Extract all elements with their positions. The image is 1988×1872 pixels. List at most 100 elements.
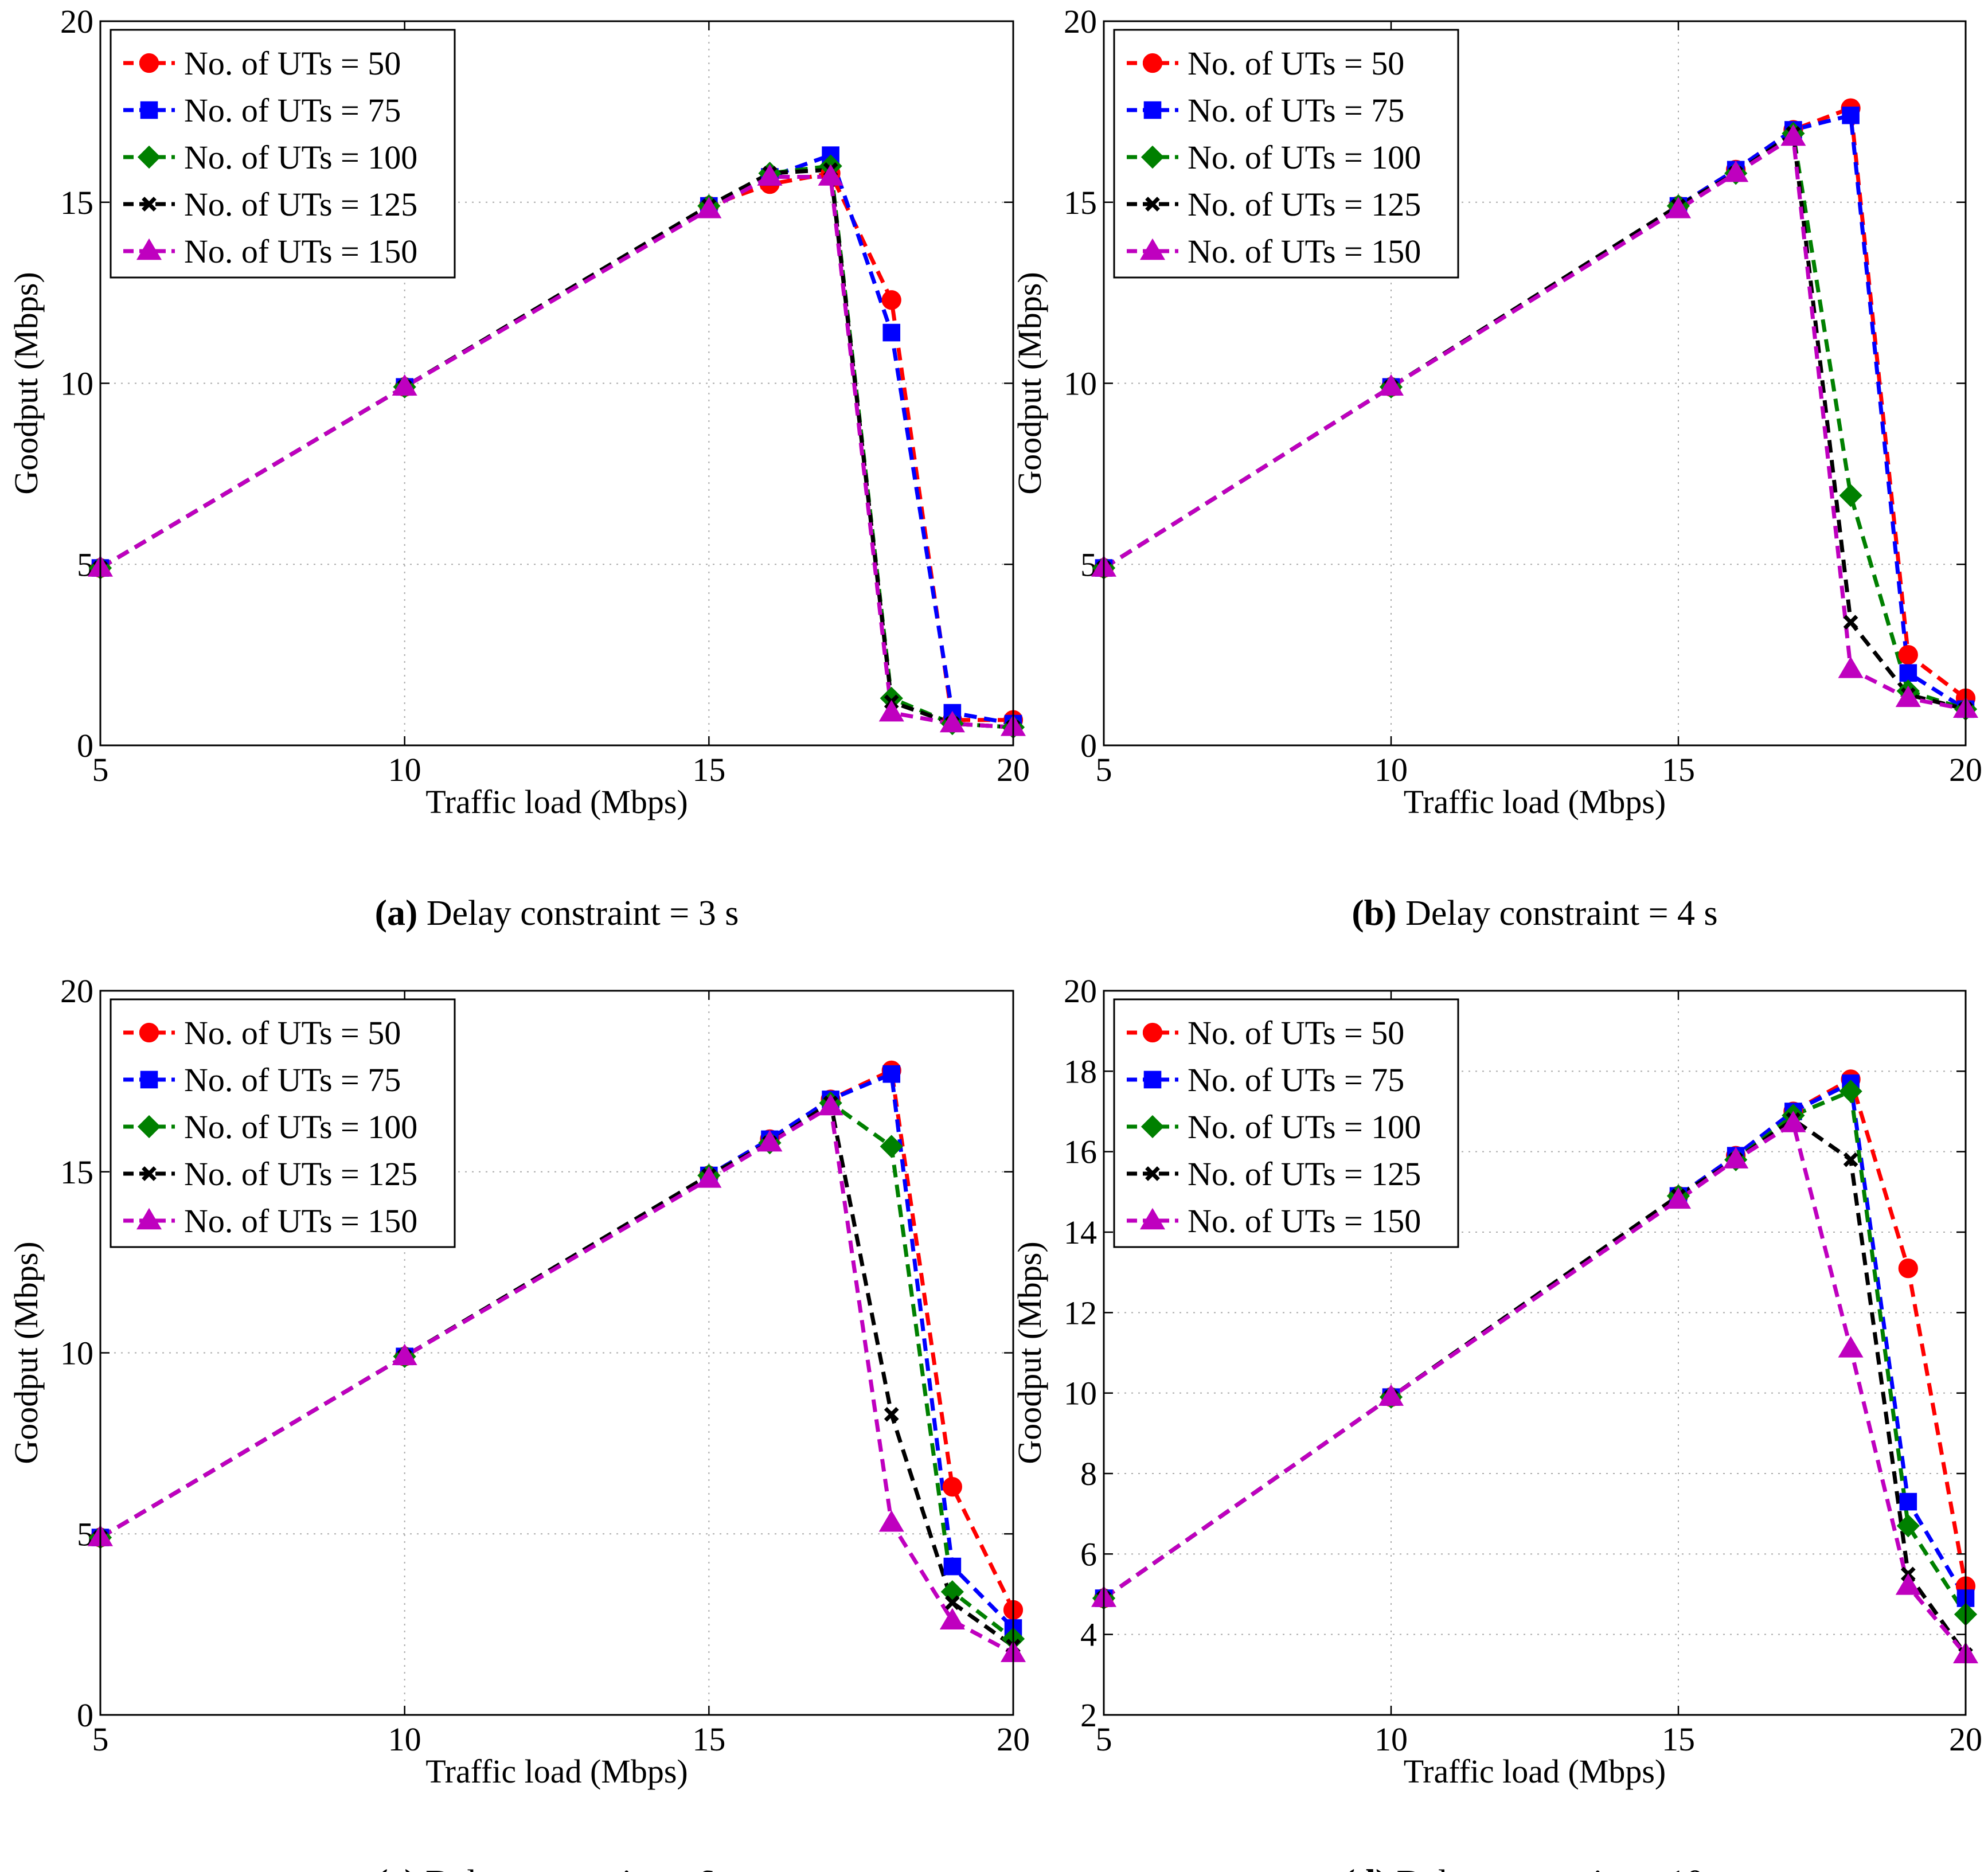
legend-marker [137, 145, 161, 169]
legend-marker [139, 53, 159, 73]
data-point [818, 1093, 843, 1116]
plot-series [1104, 105, 1966, 712]
x-tick-label: 15 [1662, 1721, 1695, 1758]
data-point [1899, 664, 1917, 682]
x-tick-label: 10 [1374, 751, 1408, 788]
x-tick-label: 15 [692, 1721, 725, 1758]
axes-frame [1103, 990, 1967, 1716]
panel-caption: (c) Delay constraint = 6 s [376, 1862, 737, 1872]
data-point [1780, 124, 1806, 146]
y-tick-label: 12 [1064, 1294, 1097, 1331]
legend-entry: No. of UTs = 50 [1188, 45, 1404, 82]
legend-box [1113, 998, 1459, 1248]
data-point [884, 1406, 899, 1422]
data-point [818, 164, 843, 186]
data-point [1838, 656, 1864, 678]
data-point [1899, 1492, 1917, 1511]
y-tick-label: 16 [1064, 1134, 1097, 1171]
data-point [1842, 106, 1860, 124]
legend-entry: No. of UTs = 50 [1188, 1014, 1404, 1052]
y-tick-label: 4 [1080, 1616, 1097, 1654]
legend-entry: No. of UTs = 150 [1188, 1202, 1421, 1240]
y-tick-label: 10 [1064, 365, 1097, 402]
legend-marker [140, 101, 158, 119]
data-point [881, 290, 901, 310]
x-tick-label: 15 [1662, 751, 1695, 788]
legend-entry: No. of UTs = 100 [1188, 139, 1421, 176]
legend-marker [136, 238, 162, 260]
legend-entry: No. of UTs = 150 [184, 233, 417, 270]
caption-text: Delay constraint = 6 s [416, 1863, 737, 1872]
panel-letter: (c) [376, 1862, 416, 1872]
data-point [943, 1557, 962, 1576]
legend-entry: No. of UTs = 100 [184, 1108, 417, 1146]
y-tick-label: 20 [1064, 972, 1097, 1010]
legend-entry: No. of UTs = 125 [1188, 1155, 1421, 1193]
data-point [1723, 160, 1749, 182]
chart-panel: 5 10 15 20 2 4 6 8 10 12 14 16 18 20 Traffic load (Mbp… [1011, 972, 1982, 1872]
x-tick-label: 5 [1096, 751, 1112, 788]
data-point [1665, 197, 1692, 218]
legend-entry: No. of UTs = 75 [1188, 1061, 1404, 1099]
data-point [696, 197, 722, 218]
legend-entry: No. of UTs = 75 [184, 1061, 401, 1099]
data-point [1898, 1259, 1918, 1279]
y-axis-label: Goodput (Mbps) [7, 1241, 45, 1464]
data-point [939, 1608, 965, 1630]
panel-caption: (b) Delay constraint = 4 s [1352, 892, 1717, 933]
x-axis-label: Traffic load (Mbps) [1404, 1753, 1666, 1790]
y-tick-label: 10 [60, 365, 93, 402]
legend-marker [140, 1070, 158, 1089]
series-line [1104, 1120, 1966, 1656]
series-line [100, 175, 1013, 729]
legend-entry: No. of UTs = 100 [184, 139, 417, 176]
data-point [1665, 1187, 1692, 1209]
legend-marker [1141, 145, 1165, 169]
y-axis-label: Goodput (Mbps) [1011, 272, 1048, 494]
axes-frame [99, 990, 1014, 1716]
x-tick-label: 20 [997, 1721, 1030, 1758]
legend-marker [1139, 238, 1166, 260]
legend-marker [1139, 1207, 1166, 1230]
data-point [1895, 685, 1921, 708]
data-point [1780, 1111, 1806, 1132]
data-point [757, 164, 783, 186]
data-point [882, 323, 901, 342]
plot-series [100, 153, 1013, 729]
y-tick-label: 15 [1064, 184, 1097, 221]
x-tick-label: 5 [92, 1721, 109, 1758]
x-tick-label: 10 [388, 751, 421, 788]
y-tick-label: 0 [1080, 727, 1097, 764]
x-tick-label: 20 [997, 751, 1030, 788]
data-point [696, 1166, 722, 1188]
x-tick-label: 10 [1374, 1721, 1408, 1758]
series-line [100, 1103, 1013, 1655]
legend-entry: No. of UTs = 50 [184, 1014, 401, 1052]
data-point [1896, 1514, 1920, 1538]
x-tick-label: 5 [92, 751, 109, 788]
data-point [882, 1065, 901, 1083]
legend-entry: No. of UTs = 125 [1188, 186, 1421, 223]
axes-frame [1103, 20, 1967, 747]
legend-marker [1143, 101, 1162, 119]
legend-entry: No. of UTs = 150 [1188, 233, 1421, 270]
data-point [392, 374, 417, 396]
legend-marker [142, 1166, 157, 1181]
plot-series [100, 1067, 1013, 1655]
legend-entry: No. of UTs = 100 [1188, 1108, 1421, 1146]
y-axis-label: Goodput (Mbps) [1011, 1241, 1048, 1464]
legend-marker [139, 1022, 159, 1043]
data-point [878, 1510, 904, 1532]
data-point [942, 1477, 962, 1497]
data-point [944, 1595, 960, 1611]
x-tick-label: 15 [692, 751, 725, 788]
panel-letter: (d) [1343, 1862, 1388, 1872]
caption-text: Delay constraint = 10 s [1388, 1863, 1727, 1872]
y-tick-label: 5 [77, 1515, 93, 1553]
legend-entry: No. of UTs = 75 [1188, 92, 1404, 129]
data-point [757, 1130, 783, 1152]
data-point [1378, 1384, 1404, 1406]
y-tick-label: 20 [60, 972, 93, 1010]
